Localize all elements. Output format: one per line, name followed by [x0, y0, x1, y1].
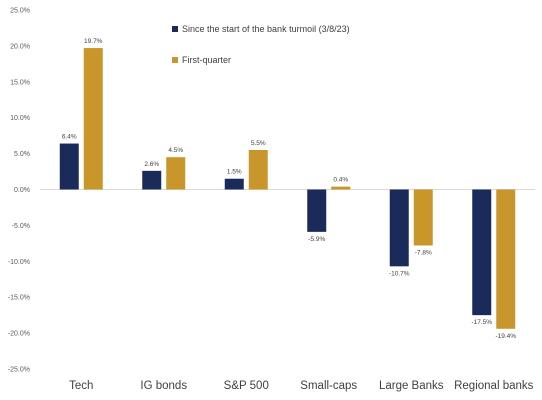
data-label: 4.5% [168, 147, 183, 154]
bar [389, 189, 409, 267]
data-label: 1.5% [227, 169, 242, 176]
bar [83, 48, 103, 190]
x-category-label: Large Banks [379, 380, 444, 392]
data-label: -5.9% [308, 236, 325, 243]
bar [59, 143, 79, 190]
data-label: -17.5% [471, 319, 492, 326]
legend-label: First-quarter [182, 55, 231, 65]
bar [224, 178, 244, 190]
x-category-label: Small-caps [300, 380, 357, 392]
bar [472, 189, 492, 316]
x-category-label: Regional banks [454, 380, 534, 392]
y-tick-label: -10.0% [8, 259, 30, 266]
data-label: 2.6% [144, 161, 159, 168]
x-category-label: IG bonds [140, 380, 187, 392]
bar [166, 157, 186, 190]
y-tick-label: 0.0% [14, 187, 30, 194]
bars-group [59, 48, 516, 329]
y-tick-label: -20.0% [8, 331, 30, 338]
data-label: -7.8% [415, 250, 432, 257]
legend-swatch [172, 26, 178, 32]
bar [142, 170, 162, 190]
bar [248, 150, 268, 190]
x-axis: Tech IG bonds S&P 500 Small-caps Large Banks… [69, 380, 534, 392]
y-tick-label: 10.0% [10, 115, 30, 122]
y-tick-label: -5.0% [12, 223, 30, 230]
bar [413, 189, 433, 246]
data-label: -10.7% [389, 270, 410, 277]
x-category-label: Tech [69, 380, 93, 392]
bar [307, 189, 327, 232]
x-category-label: S&P 500 [224, 380, 269, 392]
legend-label: Since the start of the bank turmoil (3/8… [182, 24, 350, 34]
data-label: 5.5% [251, 140, 266, 147]
bar [496, 189, 516, 329]
y-tick-label: -15.0% [8, 295, 30, 302]
data-label: -19.4% [495, 333, 516, 340]
y-tick-label: 5.0% [14, 151, 30, 158]
y-tick-label: 15.0% [10, 79, 30, 86]
y-tick-label: -25.0% [8, 367, 30, 374]
legend-swatch [172, 57, 178, 63]
bar [331, 186, 351, 190]
data-label: 19.7% [84, 38, 103, 45]
y-tick-label: 25.0% [10, 8, 30, 15]
legend: Since the start of the bank turmoil (3/8… [172, 24, 350, 65]
y-tick-label: 20.0% [10, 43, 30, 50]
data-label: 6.4% [62, 134, 77, 141]
data-label: 0.4% [333, 177, 348, 184]
y-axis: 25.0% 20.0% 15.0% 10.0% 5.0% 0.0% -5.0% -10.0% -… [8, 8, 30, 374]
data-labels-group: 6.4% 19.7% 2.6% 4.5% 1.5% 5.5% -5.9% 0.4% -10.7%… [62, 38, 516, 340]
